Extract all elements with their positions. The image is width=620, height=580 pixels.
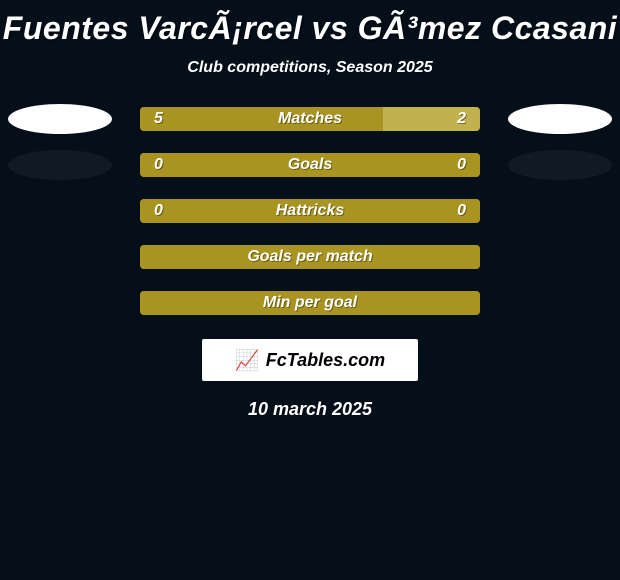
stat-row: Goals0 0: [0, 153, 620, 177]
stat-bar: Goals per match: [140, 245, 480, 269]
stat-value-right: 0: [457, 199, 466, 223]
comparison-rows: Matches52Goals00Hattricks00Goals per mat…: [0, 107, 620, 315]
player-ellipse-right: [508, 104, 612, 134]
page-subtitle: Club competitions, Season 2025: [0, 59, 620, 77]
stat-row: Goals per match: [0, 245, 620, 269]
stat-label: Hattricks: [140, 199, 480, 223]
page-title: Fuentes VarcÃ¡rcel vs GÃ³mez Ccasani: [0, 0, 620, 47]
stat-row: Matches5 2: [0, 107, 620, 131]
stat-label: Matches: [140, 107, 480, 131]
stat-row: Hattricks0 0: [0, 199, 620, 223]
stat-value-left: 5: [154, 107, 163, 131]
stat-value-left: 0: [154, 199, 163, 223]
stat-bar: Goals0 0: [140, 153, 480, 177]
stat-label: Goals: [140, 153, 480, 177]
stage: Fuentes VarcÃ¡rcel vs GÃ³mez Ccasani Clu…: [0, 0, 620, 580]
stat-value-right: 2: [457, 107, 466, 131]
logo-text: FcTables.com: [266, 350, 385, 371]
stat-row: Min per goal: [0, 291, 620, 315]
stat-label: Min per goal: [140, 291, 480, 315]
date-label: 10 march 2025: [0, 399, 620, 420]
stat-label: Goals per match: [140, 245, 480, 269]
stat-value-left: 0: [154, 153, 163, 177]
stat-bar: Matches5 2: [140, 107, 480, 131]
stat-bar: Min per goal: [140, 291, 480, 315]
stat-bar: Hattricks0 0: [140, 199, 480, 223]
player-ellipse-left: [8, 104, 112, 134]
chart-icon: 📈: [235, 348, 260, 373]
player-ellipse-left: [8, 150, 112, 180]
logo-box: 📈 FcTables.com: [202, 339, 418, 381]
stat-value-right: 0: [457, 153, 466, 177]
player-ellipse-right: [508, 150, 612, 180]
